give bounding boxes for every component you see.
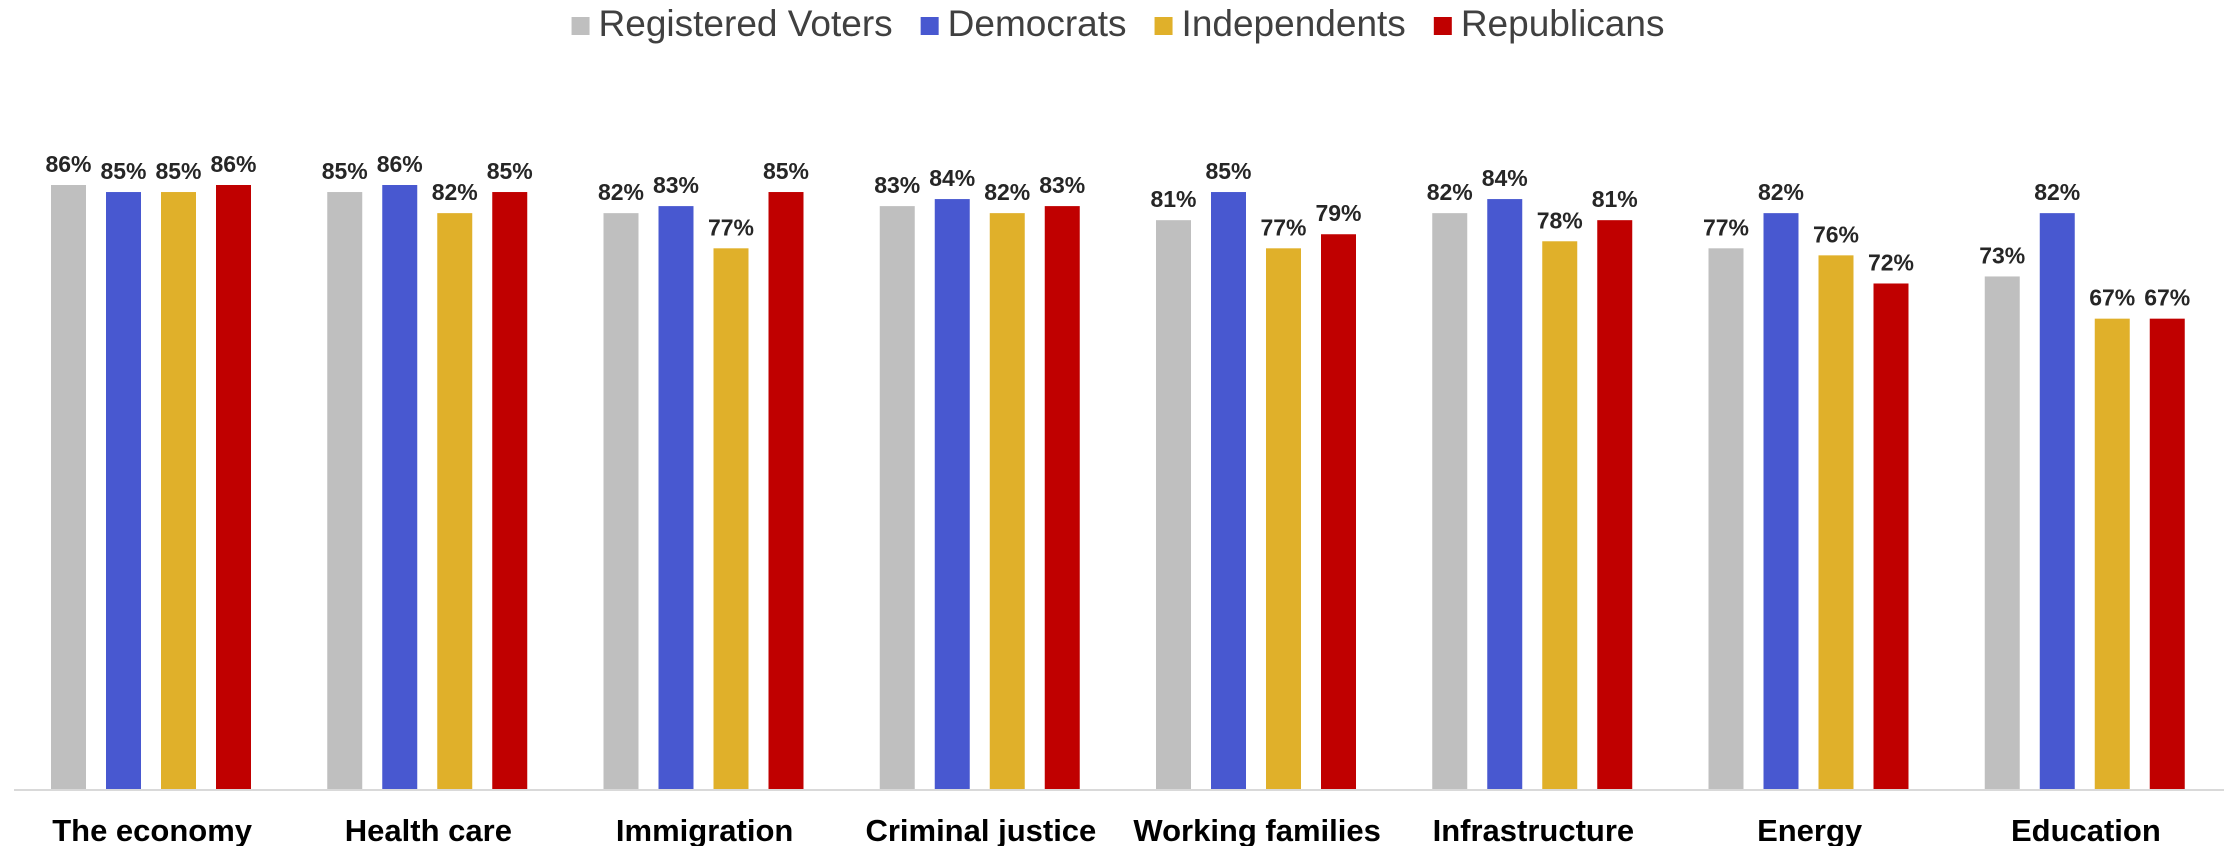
bar-health-care-democrats	[382, 185, 418, 790]
legend-swatch-democrats	[920, 17, 939, 35]
value-label-energy-registered-voters: 77%	[1703, 214, 1749, 240]
value-label-immigration-independents: 77%	[708, 214, 754, 240]
value-label-infrastructure-republicans: 81%	[1592, 186, 1638, 212]
value-label-health-care-democrats: 86%	[377, 151, 423, 177]
bar-the-economy-democrats	[106, 192, 141, 790]
bar-group	[51, 185, 2185, 791]
legend-item-registered-voters: Registered Voters	[571, 3, 893, 44]
category-label-immigration: Immigration	[616, 813, 793, 846]
bar-infrastructure-registered-voters	[1432, 213, 1468, 791]
value-label-working-families-independents: 77%	[1260, 214, 1306, 240]
value-label-immigration-republicans: 85%	[763, 158, 809, 184]
value-label-criminal-justice-registered-voters: 83%	[874, 172, 920, 198]
value-label-criminal-justice-democrats: 84%	[929, 165, 975, 191]
value-label-criminal-justice-independents: 82%	[984, 179, 1030, 205]
legend-item-democrats: Democrats	[920, 3, 1127, 44]
legend-item-republicans: Republicans	[1433, 3, 1665, 44]
value-label-energy-independents: 76%	[1813, 221, 1859, 247]
bar-criminal-justice-independents	[989, 213, 1025, 791]
bar-energy-independents	[1818, 255, 1854, 791]
bar-health-care-independents	[437, 213, 473, 791]
value-label-the-economy-democrats: 85%	[100, 158, 146, 184]
legend-label-democrats: Democrats	[948, 3, 1127, 44]
value-label-criminal-justice-republicans: 83%	[1039, 172, 1085, 198]
bar-immigration-republicans	[768, 192, 804, 790]
bar-energy-republicans	[1873, 283, 1909, 790]
bar-the-economy-republicans	[216, 185, 251, 790]
bar-the-economy-registered-voters	[51, 185, 86, 790]
bar-energy-registered-voters	[1708, 248, 1744, 790]
legend-label-republicans: Republicans	[1461, 3, 1665, 44]
legend-swatch-registered-voters	[571, 17, 590, 35]
bar-criminal-justice-republicans	[1044, 206, 1080, 791]
value-label-energy-democrats: 82%	[1758, 179, 1804, 205]
value-label-infrastructure-independents: 78%	[1537, 207, 1583, 233]
legend-swatch-independents	[1154, 17, 1173, 35]
category-label-working-families: Working families	[1133, 813, 1381, 846]
value-label-the-economy-registered-voters: 86%	[45, 151, 91, 177]
value-label-health-care-republicans: 85%	[487, 158, 533, 184]
bar-immigration-democrats	[658, 206, 694, 791]
value-label-infrastructure-registered-voters: 82%	[1427, 179, 1473, 205]
category-label-the-economy: The economy	[52, 813, 253, 846]
value-label-working-families-republicans: 79%	[1315, 200, 1361, 226]
bar-working-families-independents	[1266, 248, 1301, 790]
category-label-education: Education	[2011, 813, 2161, 846]
bar-infrastructure-independents	[1542, 241, 1578, 791]
legend-item-independents: Independents	[1154, 3, 1406, 44]
bar-education-independents	[2094, 318, 2130, 790]
value-label-working-families-democrats: 85%	[1205, 158, 1251, 184]
category-label-criminal-justice: Criminal justice	[865, 813, 1096, 846]
legend: Registered Voters Democrats Independents Re…	[571, 3, 1665, 44]
value-label-immigration-registered-voters: 82%	[598, 179, 644, 205]
value-label-infrastructure-democrats: 84%	[1482, 165, 1528, 191]
bar-health-care-republicans	[492, 192, 528, 790]
bar-health-care-registered-voters	[327, 192, 363, 790]
value-label-education-independents: 67%	[2089, 285, 2135, 311]
value-label-immigration-democrats: 83%	[653, 172, 699, 198]
bar-the-economy-independents	[161, 192, 196, 790]
category-label-health-care: Health care	[345, 813, 512, 846]
value-label-education-registered-voters: 73%	[1979, 242, 2025, 268]
category-labels: The economy Health care Immigration Crimina…	[52, 813, 2161, 846]
bar-energy-democrats	[1763, 213, 1799, 791]
bar-infrastructure-democrats	[1487, 199, 1523, 790]
bar-criminal-justice-democrats	[934, 199, 970, 790]
legend-label-registered-voters: Registered Voters	[599, 3, 893, 44]
value-label-the-economy-republicans: 86%	[210, 151, 256, 177]
legend-label-independents: Independents	[1182, 3, 1406, 44]
value-label-health-care-independents: 82%	[432, 179, 478, 205]
bar-immigration-registered-voters	[603, 213, 639, 791]
value-label-the-economy-independents: 85%	[155, 158, 201, 184]
bar-working-families-democrats	[1211, 192, 1246, 790]
bar-working-families-republicans	[1321, 234, 1356, 790]
value-label-energy-republicans: 72%	[1868, 249, 1914, 275]
value-label-health-care-registered-voters: 85%	[322, 158, 368, 184]
bar-criminal-justice-registered-voters	[879, 206, 915, 791]
bar-education-democrats	[2039, 213, 2075, 791]
value-label-education-democrats: 82%	[2034, 179, 2080, 205]
category-label-infrastructure: Infrastructure	[1433, 813, 1635, 846]
value-label-education-republicans: 67%	[2144, 285, 2190, 311]
category-label-energy: Energy	[1757, 813, 1863, 846]
bar-working-families-registered-voters	[1156, 220, 1191, 790]
bar-education-registered-voters	[1984, 276, 2020, 790]
legend-swatch-republicans	[1433, 17, 1452, 35]
value-label-working-families-registered-voters: 81%	[1150, 186, 1196, 212]
bar-immigration-independents	[713, 248, 749, 790]
bar-education-republicans	[2149, 318, 2185, 790]
value-labels: 86% 85% 85% 86% 85% 86% 82% 85% 82% 83% 77% 85% 83% 8…	[45, 151, 2190, 311]
bar-infrastructure-republicans	[1597, 220, 1633, 790]
